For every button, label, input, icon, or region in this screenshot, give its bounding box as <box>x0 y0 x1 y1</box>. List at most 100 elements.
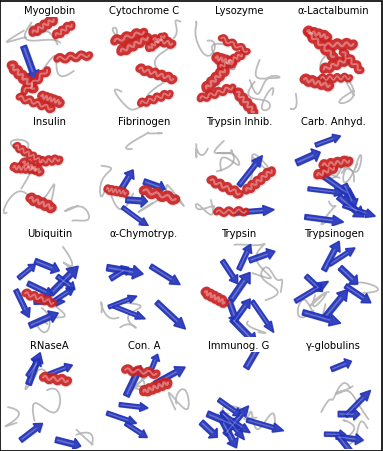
FancyArrow shape <box>113 305 146 319</box>
FancyArrow shape <box>117 170 134 194</box>
FancyArrow shape <box>328 248 355 266</box>
FancyArrow shape <box>244 339 265 370</box>
FancyArrow shape <box>14 289 31 318</box>
FancyArrow shape <box>230 317 257 344</box>
FancyArrow shape <box>51 288 75 305</box>
FancyArrow shape <box>29 311 59 329</box>
FancyArrow shape <box>106 411 136 425</box>
FancyArrow shape <box>305 215 344 226</box>
FancyArrow shape <box>229 273 250 303</box>
FancyArrow shape <box>109 266 129 281</box>
FancyArrow shape <box>155 301 186 330</box>
FancyArrow shape <box>119 403 148 411</box>
FancyArrow shape <box>108 296 137 309</box>
FancyArrow shape <box>249 249 275 263</box>
FancyArrow shape <box>34 298 65 306</box>
FancyArrow shape <box>121 206 149 226</box>
FancyArrow shape <box>119 403 149 412</box>
FancyArrow shape <box>232 299 251 325</box>
FancyArrow shape <box>331 359 352 372</box>
FancyArrow shape <box>220 259 238 284</box>
FancyArrow shape <box>144 179 166 193</box>
FancyArrow shape <box>207 411 241 431</box>
FancyArrow shape <box>344 390 370 418</box>
FancyArrow shape <box>126 194 147 207</box>
FancyArrow shape <box>223 406 249 436</box>
FancyArrow shape <box>34 258 59 273</box>
FancyArrow shape <box>221 411 245 440</box>
FancyArrow shape <box>50 267 79 296</box>
FancyArrow shape <box>321 241 340 272</box>
FancyArrow shape <box>228 272 250 302</box>
FancyArrow shape <box>26 353 43 386</box>
FancyArrow shape <box>48 364 72 376</box>
FancyArrow shape <box>199 420 217 438</box>
FancyArrow shape <box>124 422 147 437</box>
FancyArrow shape <box>325 430 346 439</box>
FancyArrow shape <box>304 214 344 226</box>
FancyArrow shape <box>230 317 257 345</box>
FancyArrow shape <box>336 434 358 451</box>
Text: γ-globulins: γ-globulins <box>306 341 361 350</box>
FancyArrow shape <box>21 46 39 83</box>
FancyArrow shape <box>342 184 358 208</box>
FancyArrow shape <box>218 398 242 417</box>
FancyArrow shape <box>220 410 244 440</box>
FancyArrow shape <box>34 298 65 306</box>
FancyArrow shape <box>338 266 358 284</box>
FancyArrow shape <box>27 281 53 297</box>
FancyArrow shape <box>56 274 75 290</box>
FancyArrow shape <box>339 409 360 421</box>
FancyArrow shape <box>223 406 249 437</box>
Text: α-Lactalbumin: α-Lactalbumin <box>298 6 370 16</box>
FancyArrow shape <box>308 187 345 197</box>
FancyArrow shape <box>336 434 364 445</box>
FancyArrow shape <box>221 412 250 433</box>
FancyArrow shape <box>26 359 41 378</box>
FancyArrow shape <box>323 290 348 319</box>
FancyArrow shape <box>48 364 73 377</box>
FancyArrow shape <box>331 359 352 372</box>
FancyArrow shape <box>28 311 58 328</box>
FancyArrow shape <box>329 249 355 267</box>
FancyArrow shape <box>305 275 323 292</box>
Text: Myoglobin: Myoglobin <box>24 6 75 16</box>
FancyArrow shape <box>336 434 359 451</box>
FancyArrow shape <box>250 300 274 332</box>
FancyArrow shape <box>343 204 376 218</box>
FancyArrow shape <box>110 266 129 281</box>
FancyArrow shape <box>21 45 39 82</box>
FancyArrow shape <box>143 179 165 193</box>
FancyArrow shape <box>18 265 36 281</box>
FancyArrow shape <box>218 398 242 416</box>
FancyArrow shape <box>126 195 148 208</box>
FancyArrow shape <box>302 310 340 326</box>
FancyArrow shape <box>237 244 252 271</box>
FancyArrow shape <box>237 245 252 271</box>
FancyArrow shape <box>117 170 134 195</box>
FancyArrow shape <box>338 408 360 420</box>
FancyArrow shape <box>14 289 30 318</box>
Text: α-Chymotryp.: α-Chymotryp. <box>110 229 178 239</box>
FancyArrow shape <box>148 354 160 375</box>
FancyArrow shape <box>26 359 42 378</box>
FancyArrow shape <box>122 206 149 227</box>
FancyArrow shape <box>337 194 364 217</box>
FancyArrow shape <box>342 183 358 207</box>
FancyArrow shape <box>235 206 275 216</box>
Text: Carb. Anhyd.: Carb. Anhyd. <box>301 117 366 127</box>
FancyArrow shape <box>336 434 363 445</box>
FancyArrow shape <box>231 299 250 324</box>
Text: Cytochrome C: Cytochrome C <box>109 6 179 16</box>
FancyArrow shape <box>237 156 262 187</box>
FancyArrow shape <box>323 290 348 319</box>
FancyArrow shape <box>221 260 238 284</box>
FancyArrow shape <box>295 149 320 166</box>
FancyArrow shape <box>51 288 74 304</box>
FancyArrow shape <box>339 266 358 285</box>
FancyArrow shape <box>106 264 143 279</box>
FancyArrow shape <box>303 310 341 327</box>
Text: Con. A: Con. A <box>128 341 160 350</box>
FancyArrow shape <box>124 366 143 398</box>
FancyArrow shape <box>234 205 274 216</box>
